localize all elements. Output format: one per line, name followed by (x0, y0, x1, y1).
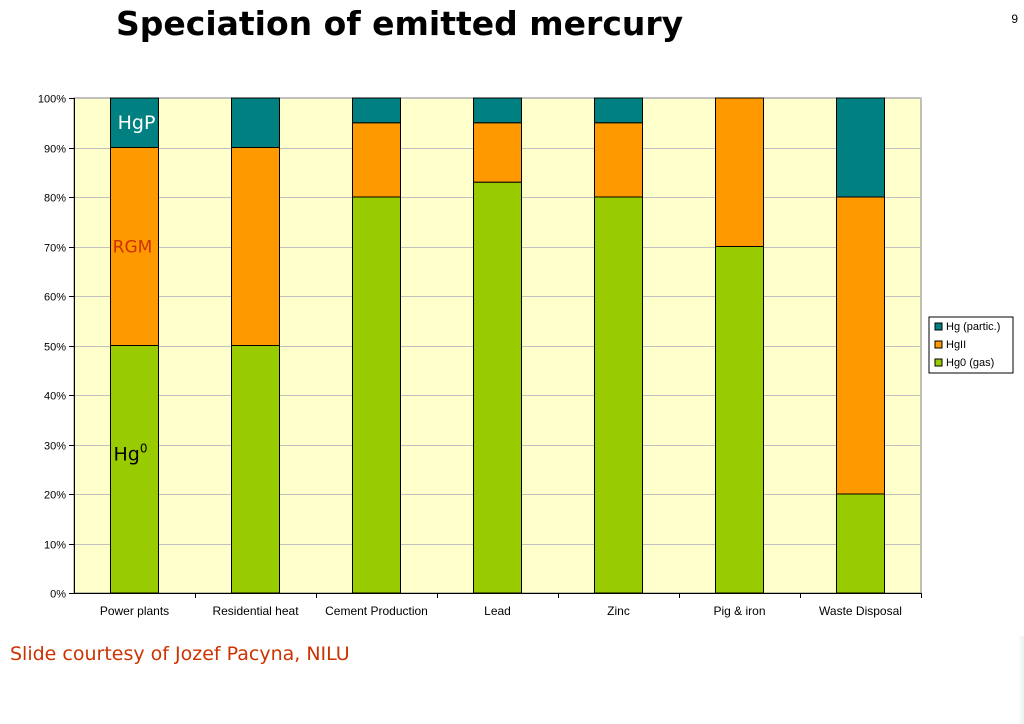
y-tick-label: 80% (44, 193, 66, 205)
bar-segment (715, 97, 764, 247)
decorative-edge (1018, 636, 1024, 724)
legend: Hg (partic.) HgII Hg0 (gas) (928, 316, 1014, 374)
y-tick-label: 50% (44, 342, 66, 354)
slide-title: Speciation of emitted mercury (116, 4, 684, 43)
annotation-hg0-superscript: 0 (140, 441, 148, 455)
bar-segment (594, 122, 643, 198)
annotation-hgp: HgP (118, 112, 156, 134)
y-tick-label: 90% (44, 144, 66, 156)
bar-segment (473, 181, 522, 594)
y-tick-label: 100% (38, 94, 66, 106)
bars (110, 97, 885, 594)
bar-segment (836, 97, 885, 198)
x-tick-label: Waste Disposal (819, 604, 902, 618)
bar-segment (110, 147, 159, 346)
bar-segment (352, 122, 401, 198)
y-tick-label: 0% (50, 589, 66, 601)
bar-segment (231, 345, 280, 594)
page-number: 9 (1011, 12, 1018, 26)
bar-segment (110, 345, 159, 594)
y-tick-label: 30% (44, 441, 66, 453)
stacked-bar-chart: 0% 10% 20% 30% 40% 50% 60% 70% 80% 90% 100% Power p… (38, 94, 1014, 618)
y-tick-label: 70% (44, 243, 66, 255)
bar-segment (836, 493, 885, 594)
bar-segment (352, 97, 401, 124)
bar-segment (594, 97, 643, 124)
legend-label: HgII (946, 339, 966, 351)
legend-label: Hg (partic.) (946, 321, 1000, 333)
x-tick-label: Zinc (607, 604, 630, 618)
x-tick-label: Residential heat (212, 604, 299, 618)
y-tick-label: 40% (44, 391, 66, 403)
bar-segment (473, 122, 522, 183)
bar-segment (231, 97, 280, 148)
bar-segment (110, 97, 159, 148)
legend-swatch (934, 322, 943, 331)
x-tick-label: Lead (484, 604, 511, 618)
x-tick-label: Pig & iron (713, 604, 765, 618)
bar-segment (715, 246, 764, 594)
annotation-rgm: RGM (113, 238, 153, 258)
bar-segment (836, 196, 885, 495)
legend-swatch (934, 340, 943, 349)
legend-box (928, 316, 1014, 374)
slide-credit: Slide courtesy of Jozef Pacyna, NILU (10, 643, 350, 665)
x-tick-label: Cement Production (325, 604, 428, 618)
axes: 0% 10% 20% 30% 40% 50% 60% 70% 80% 90% 100% Power p… (38, 94, 922, 618)
y-tick-label: 20% (44, 490, 66, 502)
bar-segment (231, 147, 280, 346)
legend-swatch (934, 358, 943, 367)
bar-segment (352, 196, 401, 594)
legend-label: Hg0 (gas) (946, 357, 994, 369)
y-tick-label: 60% (44, 292, 66, 304)
x-tick-label: Power plants (100, 604, 169, 618)
y-tick-label: 10% (44, 540, 66, 552)
bar-segment (594, 196, 643, 594)
bar-segment (473, 97, 522, 124)
